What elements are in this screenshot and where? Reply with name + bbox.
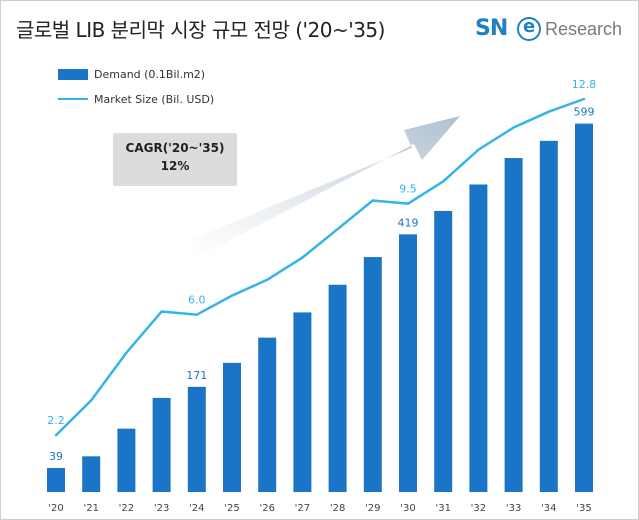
demand-bar bbox=[223, 362, 241, 492]
market-size-series-line bbox=[55, 97, 585, 437]
x-tick-label: '23 bbox=[154, 503, 169, 514]
market-size-point bbox=[336, 227, 339, 231]
demand-bars bbox=[47, 123, 593, 493]
legend-item-market-size: Market Size (Bil. USD) bbox=[58, 89, 214, 109]
x-tick-label: '26 bbox=[259, 503, 274, 514]
x-axis-ticks: '20 '21 '22 '23 '24 '25 '26 '27 '28 '29 '30 '31 '32 '… bbox=[48, 503, 591, 514]
logo-e: e bbox=[523, 16, 536, 37]
market-size-data-label: 12.8 bbox=[572, 78, 597, 91]
x-tick-label: '32 bbox=[471, 503, 486, 514]
x-tick-label: '34 bbox=[541, 503, 556, 514]
x-tick-label: '33 bbox=[506, 503, 521, 514]
market-size-data-label: 6.0 bbox=[188, 294, 206, 307]
market-size-point bbox=[406, 202, 410, 205]
demand-data-label: 39 bbox=[49, 450, 63, 463]
cagr-label: CAGR('20~'35) bbox=[125, 141, 225, 155]
market-size-point bbox=[477, 148, 480, 151]
market-size-data-label: 2.2 bbox=[47, 414, 65, 427]
market-size-point bbox=[512, 126, 515, 129]
market-size-point bbox=[582, 97, 586, 101]
cagr-box: CAGR('20~'35) 12% bbox=[113, 133, 237, 186]
market-size-point bbox=[230, 294, 234, 297]
demand-bar bbox=[469, 184, 488, 492]
x-tick-label: '28 bbox=[330, 503, 345, 514]
market-size-point bbox=[301, 256, 304, 259]
market-size-line bbox=[54, 97, 586, 437]
demand-bar bbox=[82, 456, 101, 492]
market-size-data-label: 9.5 bbox=[399, 183, 417, 196]
cagr-value: 12% bbox=[160, 159, 190, 173]
market-size-point bbox=[547, 110, 550, 113]
x-tick-label: '31 bbox=[435, 503, 450, 514]
x-tick-label: '27 bbox=[295, 503, 310, 514]
market-size-point bbox=[266, 278, 269, 281]
market-size-point bbox=[54, 434, 58, 437]
x-tick-label: '25 bbox=[224, 503, 239, 514]
legend-bar-swatch bbox=[58, 68, 88, 80]
demand-data-label: 419 bbox=[398, 216, 419, 229]
demand-bar bbox=[117, 428, 136, 492]
logo-sn: SN bbox=[475, 16, 508, 41]
data-labels: 39 171 419 599 2.2 6.0 9.5 12.8 bbox=[47, 78, 596, 463]
legend-label-demand: Demand (0.1Bil.m2) bbox=[94, 67, 206, 81]
demand-bar bbox=[258, 337, 277, 492]
legend-label-market-size: Market Size (Bil. USD) bbox=[94, 92, 215, 106]
demand-data-label: 599 bbox=[574, 106, 595, 119]
x-tick-label: '35 bbox=[576, 503, 591, 514]
x-tick-label: '30 bbox=[400, 503, 415, 514]
legend-line-swatch bbox=[58, 98, 88, 100]
demand-bar bbox=[363, 257, 382, 492]
demand-bar bbox=[434, 210, 453, 492]
demand-data-label: 171 bbox=[186, 369, 207, 382]
x-tick-label: '29 bbox=[365, 503, 380, 514]
x-tick-label: '22 bbox=[119, 503, 134, 514]
market-size-point bbox=[442, 180, 445, 183]
legend: Demand (0.1Bil.m2) Market Size (Bil. USD… bbox=[58, 64, 214, 114]
logo-e-ring: e bbox=[517, 16, 541, 41]
demand-bar bbox=[293, 312, 312, 492]
market-size-point bbox=[160, 310, 163, 313]
x-tick-label: '21 bbox=[83, 503, 98, 514]
logo-research: Research bbox=[545, 19, 623, 39]
market-size-point bbox=[90, 399, 93, 402]
demand-bar bbox=[539, 140, 558, 492]
x-tick-label: '20 bbox=[48, 503, 63, 514]
demand-bar bbox=[187, 386, 206, 492]
chart-title: 글로벌 LIB 분리막 시장 규모 전망 ('20~'35) bbox=[16, 18, 385, 42]
demand-bar bbox=[152, 397, 171, 492]
legend-item-demand: Demand (0.1Bil.m2) bbox=[58, 64, 214, 84]
market-size-point bbox=[195, 313, 198, 316]
demand-bar bbox=[399, 234, 417, 492]
market-size-point bbox=[371, 199, 374, 202]
x-tick-label: '24 bbox=[189, 503, 204, 514]
demand-bar bbox=[504, 158, 523, 492]
demand-bar bbox=[575, 123, 593, 493]
growth-arrow bbox=[190, 116, 460, 258]
market-size-point bbox=[125, 351, 128, 354]
demand-bar bbox=[47, 468, 65, 492]
demand-bar bbox=[328, 284, 347, 492]
